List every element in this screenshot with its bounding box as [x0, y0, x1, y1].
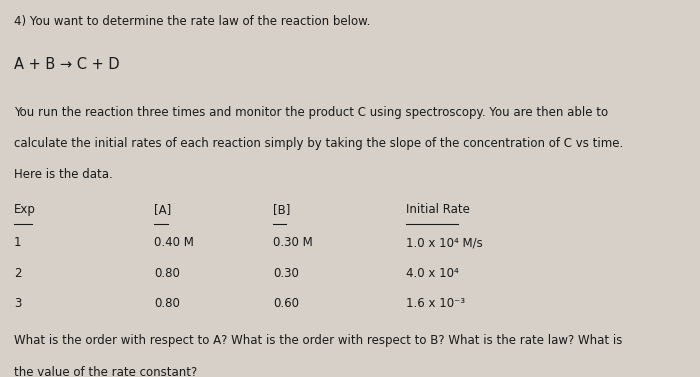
Text: [A]: [A]	[154, 203, 172, 216]
Text: 0.80: 0.80	[154, 297, 180, 310]
Text: the value of the rate constant?: the value of the rate constant?	[14, 366, 197, 377]
Text: Here is the data.: Here is the data.	[14, 168, 113, 181]
Text: 2: 2	[14, 267, 22, 279]
Text: 1.0 x 10⁴ M/s: 1.0 x 10⁴ M/s	[406, 236, 483, 249]
Text: 0.30 M: 0.30 M	[273, 236, 313, 249]
Text: [B]: [B]	[273, 203, 290, 216]
Text: 3: 3	[14, 297, 22, 310]
Text: calculate the initial rates of each reaction simply by taking the slope of the c: calculate the initial rates of each reac…	[14, 137, 623, 150]
Text: What is the order with respect to A? What is the order with respect to B? What i: What is the order with respect to A? Wha…	[14, 334, 622, 347]
Text: Initial Rate: Initial Rate	[406, 203, 470, 216]
Text: 4) You want to determine the rate law of the reaction below.: 4) You want to determine the rate law of…	[14, 15, 370, 28]
Text: Exp: Exp	[14, 203, 36, 216]
Text: 0.30: 0.30	[273, 267, 299, 279]
Text: 1.6 x 10⁻³: 1.6 x 10⁻³	[406, 297, 465, 310]
Text: 0.40 M: 0.40 M	[154, 236, 194, 249]
Text: 0.80: 0.80	[154, 267, 180, 279]
Text: 0.60: 0.60	[273, 297, 299, 310]
Text: A + B → C + D: A + B → C + D	[14, 57, 120, 72]
Text: You run the reaction three times and monitor the product C using spectroscopy. Y: You run the reaction three times and mon…	[14, 106, 608, 118]
Text: 4.0 x 10⁴: 4.0 x 10⁴	[406, 267, 459, 279]
Text: 1: 1	[14, 236, 22, 249]
